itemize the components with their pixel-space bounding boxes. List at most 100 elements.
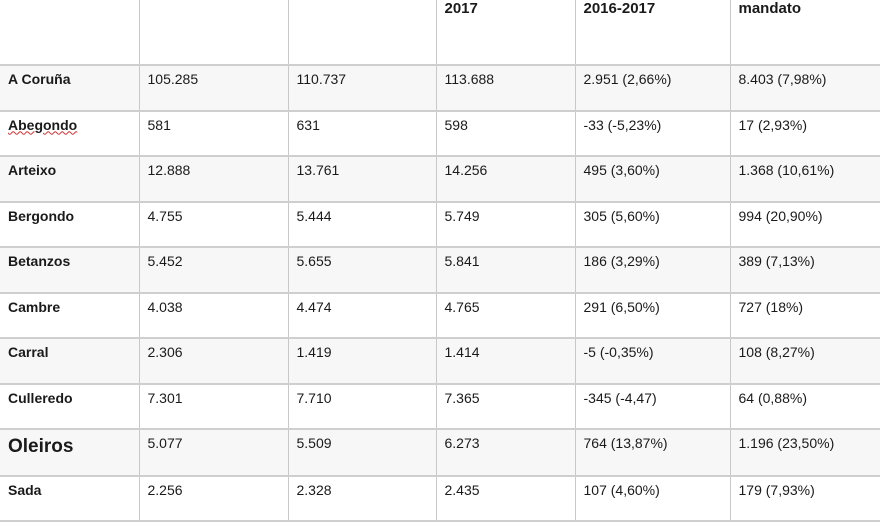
value-cell: 5.452 <box>139 247 289 294</box>
municipality-cell: Betanzos <box>0 247 140 294</box>
cell-value: 4.755 <box>147 207 183 224</box>
cell-value: 4.474 <box>296 298 332 315</box>
value-cell: 6.273 <box>436 429 576 477</box>
municipality-cell: Cambre <box>0 292 140 339</box>
header-cell-mandato: mandato <box>730 0 880 66</box>
value-cell: 994 (20,90%) <box>730 201 880 248</box>
cell-value: 2.951 (2,66%) <box>583 71 672 87</box>
value-cell: 631 <box>288 110 437 157</box>
cell-value: 12.888 <box>147 162 191 178</box>
value-cell: 13.761 <box>288 156 437 203</box>
value-cell: 179 (7,93%) <box>730 475 880 522</box>
table-row: Abegondo 581 631 598 -33 (-5,23%) 17 (2,93%) <box>0 110 880 157</box>
municipality-cell: Carral <box>0 338 140 385</box>
municipality-cell: Bergondo <box>0 201 140 248</box>
cell-value: 7.365 <box>444 389 480 406</box>
cell-value: -5 (-0,35%) <box>583 344 654 360</box>
value-cell: 2.256 <box>139 475 289 522</box>
table-row: Culleredo 7.301 7.710 7.365 -345 (-4,47) 64 (… <box>0 383 880 430</box>
municipality-name: Betanzos <box>8 253 71 269</box>
municipality-name: Oleiros <box>8 436 74 457</box>
cell-value: 5.452 <box>147 253 183 269</box>
header-row: 2017 2016-2017 mandato <box>0 0 880 66</box>
cell-value: 764 (13,87%) <box>583 435 668 451</box>
municipality-cell: Oleiros <box>0 429 140 477</box>
value-cell: 5.655 <box>288 247 437 294</box>
municipality-name: Cambre <box>8 298 61 315</box>
value-cell: 2.435 <box>436 475 576 522</box>
value-cell: 2.328 <box>288 475 437 522</box>
value-cell: 14.256 <box>436 156 576 203</box>
value-cell: 4.755 <box>139 201 289 248</box>
cell-value: 495 (3,60%) <box>583 162 660 178</box>
value-cell: 764 (13,87%) <box>575 429 731 477</box>
value-cell: 1.368 (10,61%) <box>730 156 880 203</box>
cell-value: 5.749 <box>444 207 480 224</box>
value-cell: 8.403 (7,98%) <box>730 65 880 112</box>
cell-value: 13.761 <box>296 162 340 178</box>
cell-value: 581 <box>147 116 171 133</box>
value-cell: 7.710 <box>288 383 437 430</box>
value-cell: 4.474 <box>288 292 437 339</box>
value-cell: -5 (-0,35%) <box>575 338 731 385</box>
value-cell: -33 (-5,23%) <box>575 110 731 157</box>
cell-value: 2.328 <box>296 481 332 498</box>
cell-value: 2.256 <box>147 481 183 498</box>
cell-value: 5.444 <box>296 207 332 224</box>
value-cell: 17 (2,93%) <box>730 110 880 157</box>
value-cell: 108 (8,27%) <box>730 338 880 385</box>
cell-value: 291 (6,50%) <box>583 298 660 315</box>
value-cell: 291 (6,50%) <box>575 292 731 339</box>
cell-value: 1.368 (10,61%) <box>738 162 835 178</box>
value-cell: 105.285 <box>139 65 289 112</box>
cell-value: 7.710 <box>296 389 332 406</box>
cell-value: 17 (2,93%) <box>738 116 807 133</box>
value-cell: 7.301 <box>139 383 289 430</box>
value-cell: 64 (0,88%) <box>730 383 880 430</box>
cell-value: 305 (5,60%) <box>583 207 660 224</box>
cell-value: 1.414 <box>444 344 480 360</box>
value-cell: 12.888 <box>139 156 289 203</box>
table-row: Betanzos 5.452 5.655 5.841 186 (3,29%) 389 (7… <box>0 247 880 294</box>
municipality-name: Sada <box>8 481 42 498</box>
value-cell: 581 <box>139 110 289 157</box>
cell-value: 727 (18%) <box>738 298 804 315</box>
cell-value: 14.256 <box>444 162 488 178</box>
cell-value: 64 (0,88%) <box>738 389 807 406</box>
header-cell-2017: 2017 <box>436 0 576 66</box>
table-row: A Coruña 105.285 110.737 113.688 2.951 (2,66… <box>0 65 880 112</box>
value-cell: 186 (3,29%) <box>575 247 731 294</box>
municipality-name: Bergondo <box>8 207 75 224</box>
cell-value: 631 <box>296 116 320 133</box>
value-cell: 495 (3,60%) <box>575 156 731 203</box>
municipality-name: Abegondo <box>8 116 78 133</box>
cell-value: 108 (8,27%) <box>738 344 815 360</box>
cell-value: 389 (7,13%) <box>738 253 815 269</box>
value-cell: 113.688 <box>436 65 576 112</box>
cell-value: 598 <box>444 116 468 133</box>
header-cell <box>0 0 140 66</box>
municipality-cell: Abegondo <box>0 110 140 157</box>
table-row: Arteixo 12.888 13.761 14.256 495 (3,60%) 1.36… <box>0 156 880 203</box>
cell-value: 2.435 <box>444 481 480 498</box>
cell-value: 107 (4,60%) <box>583 481 660 498</box>
value-cell: 5.444 <box>288 201 437 248</box>
table-row: Bergondo 4.755 5.444 5.749 305 (5,60%) 994 (2… <box>0 201 880 248</box>
table-row: Carral 2.306 1.419 1.414 -5 (-0,35%) 108 (8,2… <box>0 338 880 385</box>
cell-value: 8.403 (7,98%) <box>738 71 827 87</box>
cell-value: 1.419 <box>296 344 332 360</box>
cell-value: 5.655 <box>296 253 332 269</box>
municipality-name: A Coruña <box>8 71 71 87</box>
value-cell: -345 (-4,47) <box>575 383 731 430</box>
value-cell: 5.749 <box>436 201 576 248</box>
table-row: Cambre 4.038 4.474 4.765 291 (6,50%) 727 (18%… <box>0 292 880 339</box>
value-cell: 5.077 <box>139 429 289 477</box>
municipality-name: Carral <box>8 344 49 360</box>
header-cell <box>139 0 289 66</box>
cell-value: 7.301 <box>147 389 183 406</box>
value-cell: 598 <box>436 110 576 157</box>
header-cell-2016-2017: 2016-2017 <box>575 0 731 66</box>
table-row: Oleiros 5.077 5.509 6.273 764 (13,87%) 1.196 … <box>0 429 880 477</box>
cell-value: 179 (7,93%) <box>738 481 815 498</box>
